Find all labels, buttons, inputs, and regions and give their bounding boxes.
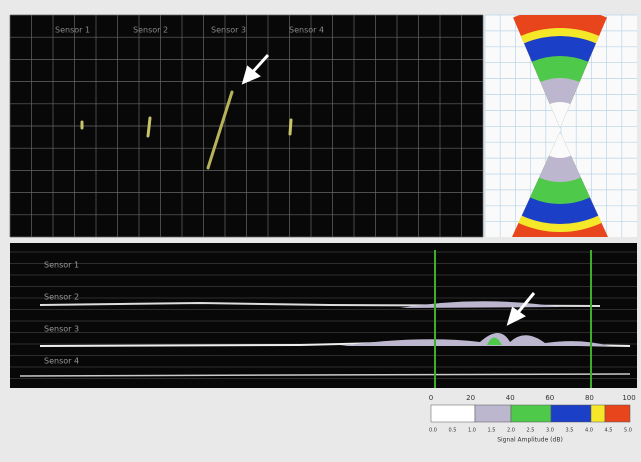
color-bar bbox=[431, 405, 630, 422]
scale-tick: 40 bbox=[506, 394, 515, 402]
scale-sub-label: 5.0 bbox=[624, 428, 632, 434]
scale-sub-label: 1.5 bbox=[488, 428, 496, 434]
sensor-label: Sensor 1 bbox=[55, 26, 90, 35]
channel-label: Sensor 4 bbox=[44, 357, 79, 366]
scale-tick: 100 bbox=[622, 394, 635, 402]
scale-sub-label: 3.0 bbox=[546, 428, 554, 434]
scale-tick: 0 bbox=[429, 394, 433, 402]
sensor-label: Sensor 4 bbox=[289, 26, 324, 35]
scale-sub-label: 2.5 bbox=[527, 428, 535, 434]
channel-label: Sensor 2 bbox=[44, 293, 79, 302]
sensor-label: Sensor 3 bbox=[211, 26, 246, 35]
scale-tick: 80 bbox=[585, 394, 594, 402]
scale-sub-label: 3.5 bbox=[566, 428, 574, 434]
screen: Sensor 1 Sensor 2 Sensor 3 Sensor 4 Sensor 1… bbox=[0, 0, 641, 462]
scale-tick: 20 bbox=[466, 394, 475, 402]
page: Sensor 1 Sensor 2 Sensor 3 Sensor 4 Sensor 1… bbox=[0, 0, 641, 462]
channel-label: Sensor 3 bbox=[44, 325, 79, 334]
scale-sub-label: 1.0 bbox=[468, 428, 476, 434]
scale-sub-label: 4.0 bbox=[585, 428, 593, 434]
scale-tick: 60 bbox=[545, 394, 554, 402]
channel-label: Sensor 1 bbox=[44, 261, 79, 270]
strip-chart bbox=[10, 243, 637, 388]
scale-sub-label: 2.0 bbox=[507, 428, 515, 434]
scale-sub-label: 4.5 bbox=[605, 428, 613, 434]
scale-sub-label: 0.5 bbox=[449, 428, 457, 434]
scale-sub-label: 0.0 bbox=[429, 428, 437, 434]
scale-caption: Signal Amplitude (dB) bbox=[497, 437, 563, 444]
sensor-label: Sensor 2 bbox=[133, 26, 168, 35]
